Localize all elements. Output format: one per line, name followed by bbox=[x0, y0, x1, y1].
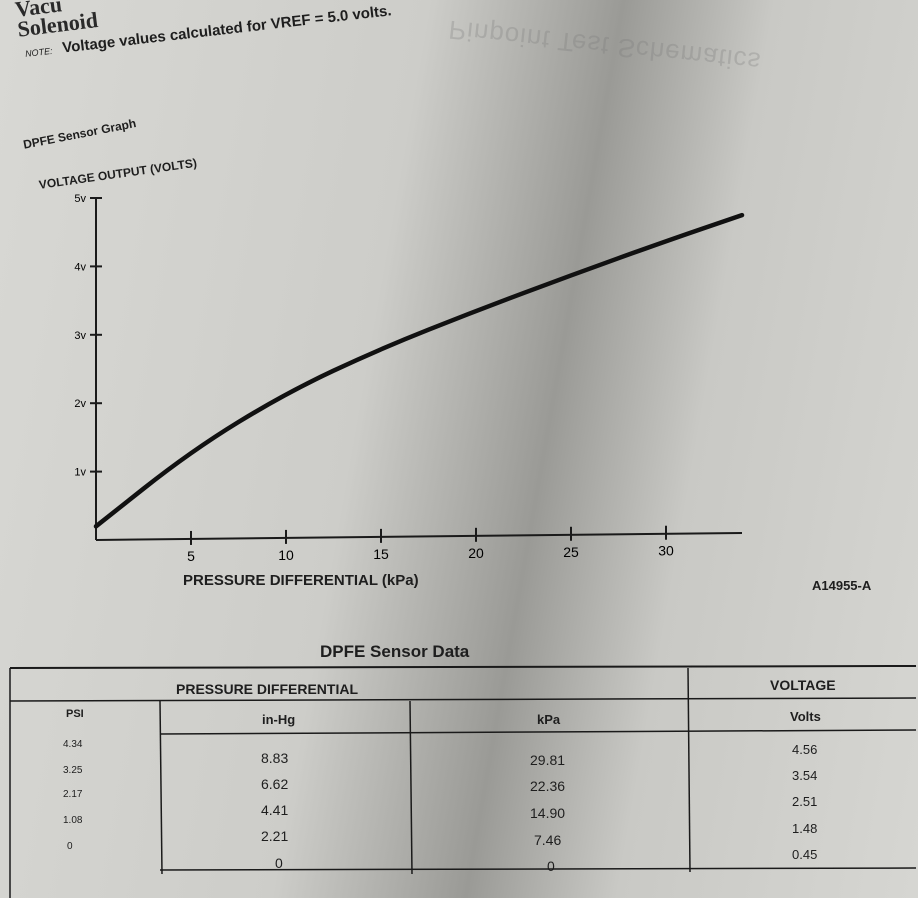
kpa-cell-4: 7.46 bbox=[534, 832, 562, 848]
volts-cell-4: 1.48 bbox=[792, 821, 818, 836]
col-divider-psi bbox=[159, 700, 163, 875]
table-subheader-divider bbox=[159, 729, 917, 735]
col-header-psi: PSI bbox=[66, 708, 84, 720]
y-tick-label-3v: 3v bbox=[74, 330, 86, 342]
table-title: DPFE Sensor Data bbox=[320, 642, 470, 661]
psi-cell-5: 0 bbox=[67, 841, 73, 852]
x-tick-label-25: 25 bbox=[563, 544, 579, 560]
inhg-cell-3: 4.41 bbox=[261, 802, 289, 818]
header-voltage: VOLTAGE bbox=[770, 677, 836, 693]
col-header-inhg: in-Hg bbox=[262, 712, 296, 727]
x-tick-label-15: 15 bbox=[373, 546, 389, 562]
table-header-divider bbox=[9, 697, 917, 702]
psi-cell-3: 2.17 bbox=[63, 789, 83, 800]
table-top-border bbox=[9, 665, 917, 669]
header-pressure-differential: PRESSURE DIFFERENTIAL bbox=[176, 681, 359, 697]
series-line bbox=[93, 212, 745, 529]
y-tick-label-5v: 5v bbox=[74, 193, 86, 205]
dpfe-sensor-graph: 1v 2v 3v 4v 5v 5 10 15 20 25 30 bbox=[74, 193, 745, 564]
kpa-cell-5: 0 bbox=[547, 858, 555, 874]
col-divider-inhg bbox=[409, 700, 413, 875]
col-header-volts: Volts bbox=[790, 709, 821, 724]
x-tick-label-10: 10 bbox=[278, 547, 294, 563]
y-tick-label-1v: 1v bbox=[74, 467, 86, 479]
x-axis-label: PRESSURE DIFFERENTIAL (kPa) bbox=[183, 572, 419, 589]
x-tick-label-30: 30 bbox=[658, 543, 674, 559]
psi-cell-1: 4.34 bbox=[63, 739, 83, 750]
figure-reference: A14955-A bbox=[812, 578, 872, 593]
volts-cell-1: 4.56 bbox=[792, 742, 818, 757]
kpa-cell-2: 22.36 bbox=[530, 778, 566, 794]
y-tick-label-4v: 4v bbox=[74, 261, 86, 273]
volts-cell-5: 0.45 bbox=[792, 847, 818, 862]
psi-cell-4: 1.08 bbox=[63, 815, 83, 826]
x-tick-label-20: 20 bbox=[468, 545, 484, 561]
kpa-cell-1: 29.81 bbox=[530, 752, 566, 768]
inhg-cell-5: 0 bbox=[275, 855, 283, 871]
inhg-cell-1: 8.83 bbox=[261, 750, 289, 766]
y-tick-label-2v: 2v bbox=[74, 398, 86, 410]
volts-cell-3: 2.51 bbox=[792, 794, 818, 809]
kpa-cell-3: 14.90 bbox=[530, 805, 566, 821]
inhg-cell-4: 2.21 bbox=[261, 828, 289, 844]
table-bottom-border bbox=[159, 867, 917, 871]
inhg-cell-2: 6.62 bbox=[261, 776, 289, 792]
x-tick-label-5: 5 bbox=[187, 548, 195, 564]
x-axis-line bbox=[95, 532, 743, 541]
col-header-kpa: kPa bbox=[537, 712, 561, 727]
col-divider-kpa bbox=[687, 667, 691, 873]
volts-cell-2: 3.54 bbox=[792, 768, 818, 783]
psi-cell-2: 3.25 bbox=[63, 765, 83, 776]
